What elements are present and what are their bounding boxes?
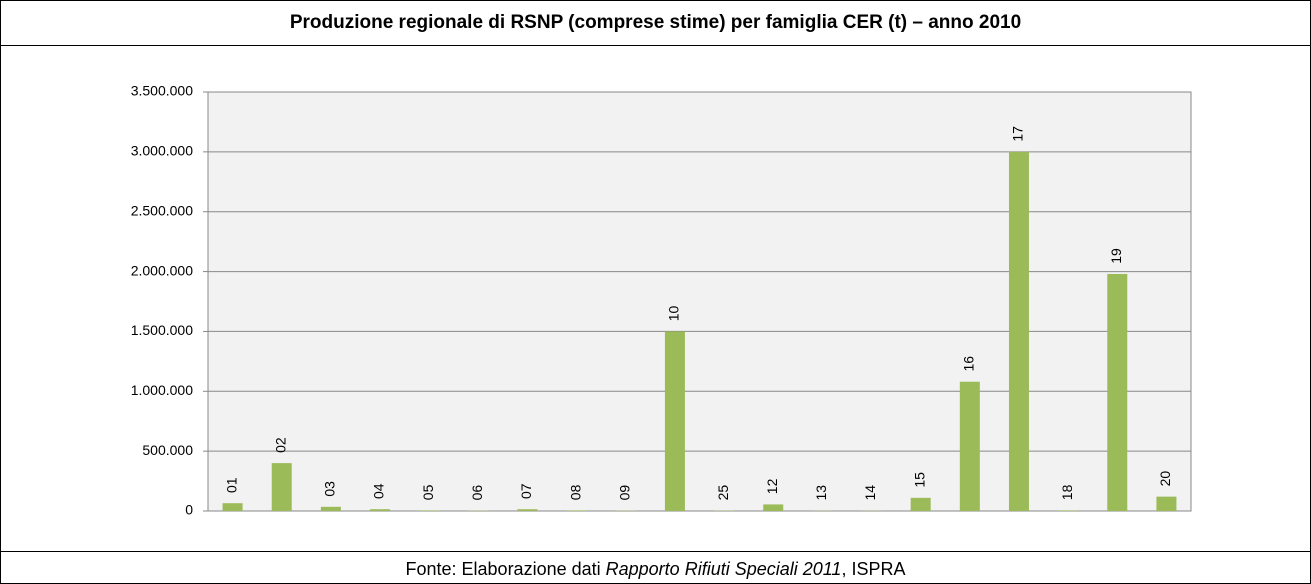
y-tick-label: 1.500.000	[131, 322, 193, 338]
y-tick-label: 1.000.000	[131, 382, 193, 398]
bar	[517, 509, 538, 511]
chart-title: Produzione regionale di RSNP (comprese s…	[1, 1, 1310, 46]
bar-category-label: 17	[1010, 126, 1026, 142]
bar-category-label: 25	[715, 485, 731, 501]
bar-category-label: 14	[862, 485, 878, 501]
bar-category-label: 19	[1108, 248, 1124, 264]
bar-category-label: 15	[911, 472, 927, 488]
bar	[1156, 496, 1177, 511]
bar	[320, 506, 341, 511]
bar-category-label: 16	[961, 356, 977, 372]
bar	[1107, 273, 1128, 511]
bar-category-label: 08	[567, 484, 583, 500]
bar	[222, 503, 243, 511]
bar-category-label: 04	[371, 483, 387, 499]
bar	[419, 510, 440, 511]
source-suffix: , ISPRA	[841, 559, 906, 579]
bar	[1008, 151, 1029, 511]
bar	[959, 381, 980, 511]
bar	[1058, 510, 1079, 511]
source-note: Fonte: Elaborazione dati Rapporto Rifiut…	[1, 551, 1310, 583]
bar	[566, 510, 587, 511]
bar	[664, 331, 685, 511]
bar-category-label: 10	[666, 305, 682, 321]
bar-category-label: 03	[322, 481, 338, 497]
bar-category-label: 01	[223, 477, 239, 493]
y-tick-label: 500.000	[142, 442, 193, 458]
source-italic: Rapporto Rifiuti Speciali 2011	[605, 559, 842, 579]
y-tick-label: 2.000.000	[131, 262, 193, 278]
y-tick-label: 3.000.000	[131, 143, 193, 159]
bar-category-label: 06	[469, 485, 485, 501]
bar-category-label: 02	[272, 437, 288, 453]
bar	[271, 463, 292, 511]
plot-area	[207, 91, 1192, 512]
bar-category-label: 05	[420, 484, 436, 500]
bar-category-label: 13	[813, 485, 829, 501]
bar-category-label: 12	[764, 478, 780, 494]
source-prefix: Fonte: Elaborazione dati	[405, 559, 606, 579]
chart: 0 500.000 1.000.000 1.500.000 2.000.000 2.500…	[131, 83, 1192, 518]
bar	[763, 504, 784, 511]
bar-category-label: 07	[518, 483, 534, 499]
bar	[370, 509, 391, 511]
bar-category-label: 09	[616, 485, 632, 501]
bar	[910, 497, 931, 511]
bar-category-label: 18	[1059, 484, 1075, 500]
bar-category-label: 20	[1157, 471, 1173, 487]
y-tick-label: 2.500.000	[131, 202, 193, 218]
y-tick-label: 3.500.000	[131, 83, 193, 99]
y-tick-label: 0	[185, 502, 193, 518]
